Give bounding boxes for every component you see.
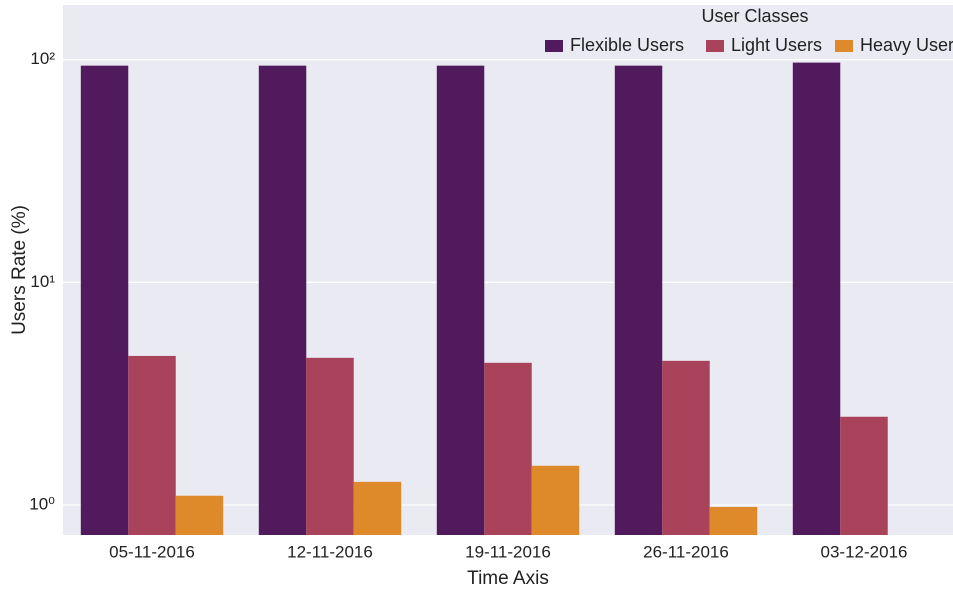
bar: [436, 65, 485, 536]
bar: [662, 360, 710, 535]
x-axis-label: Time Axis: [467, 568, 549, 589]
bar: [614, 65, 663, 536]
y-axis-label: Users Rate (%): [9, 205, 30, 335]
legend-swatch: [706, 40, 724, 52]
legend-swatch: [835, 40, 853, 52]
bar: [792, 62, 841, 535]
y-tick-label: 10⁰: [29, 494, 55, 513]
y-tick-label: 10¹: [30, 272, 55, 291]
x-tick-label: 03-12-2016: [821, 542, 908, 561]
bar: [709, 506, 758, 535]
x-tick-label: 26-11-2016: [643, 542, 729, 561]
bar: [531, 465, 580, 535]
bar: [128, 355, 176, 535]
bar: [175, 495, 224, 535]
legend-label: Light Users: [731, 35, 822, 55]
y-tick-label: 10²: [30, 49, 55, 68]
x-tick-label: 19-11-2016: [465, 542, 551, 561]
x-tick-label: 12-11-2016: [287, 542, 373, 561]
x-tick-label: 05-11-2016: [109, 542, 195, 561]
bar: [353, 481, 402, 535]
bar: [258, 65, 307, 536]
legend-label: Heavy Users: [860, 35, 953, 55]
bar: [840, 416, 888, 535]
legend-swatch: [545, 40, 563, 52]
bar: [80, 65, 129, 536]
bar: [306, 357, 354, 535]
bar: [484, 362, 532, 535]
legend-title: User Classes: [701, 6, 808, 26]
legend-label: Flexible Users: [570, 35, 684, 55]
